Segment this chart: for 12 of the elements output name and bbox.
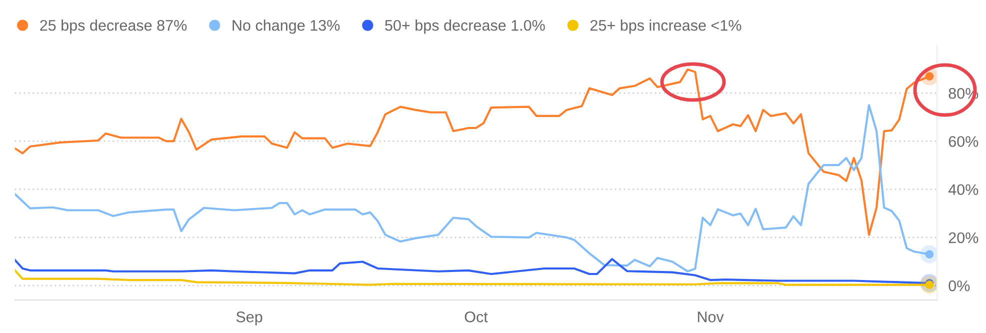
legend-label: No change 13% [232, 20, 340, 34]
y-tick-label: 0% [948, 280, 970, 292]
y-tick-label: 40% [948, 184, 978, 196]
x-tick-label: Oct [464, 312, 488, 322]
x-tick-label: Nov [698, 312, 724, 322]
legend-label: 25 bps decrease 87% [40, 20, 187, 34]
y-tick-label: 20% [948, 232, 978, 244]
point [920, 245, 937, 264]
legend-label: 50+ bps decrease 1.0% [385, 20, 545, 34]
legend-label: 25+ bps increase <1% [590, 20, 742, 34]
x-tick-label: Sep [236, 312, 262, 326]
y-tick-label: 60% [948, 136, 978, 147]
